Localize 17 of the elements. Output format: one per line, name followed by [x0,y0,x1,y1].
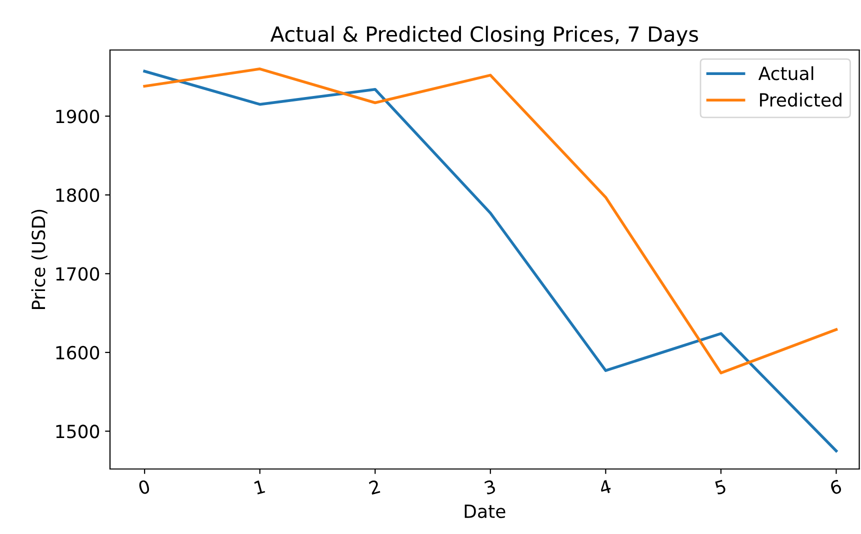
x-tick-label: 1 [254,480,266,494]
y-tick-label: 1900 [56,110,100,124]
y-tick-label: 1700 [56,267,100,281]
y-tick-label: 1600 [56,346,100,360]
x-axis-title: Date [464,504,506,518]
chart-title: Actual & Predicted Closing Prices, 7 Days [270,26,698,46]
x-tick-label: 4 [598,480,612,495]
x-tick-label: 6 [830,479,842,495]
x-tick-label: 2 [368,480,380,495]
y-tick-label: 1500 [56,424,100,438]
x-tick-label: 5 [714,480,726,495]
legend-label: Predicted [760,92,842,107]
y-axis-title: Price (USD) [31,210,48,309]
y-tick-label: 1800 [56,188,100,202]
legend-label: Actual [758,66,814,80]
x-tick-label: 0 [138,479,150,495]
x-tick-label: 3 [484,479,496,495]
